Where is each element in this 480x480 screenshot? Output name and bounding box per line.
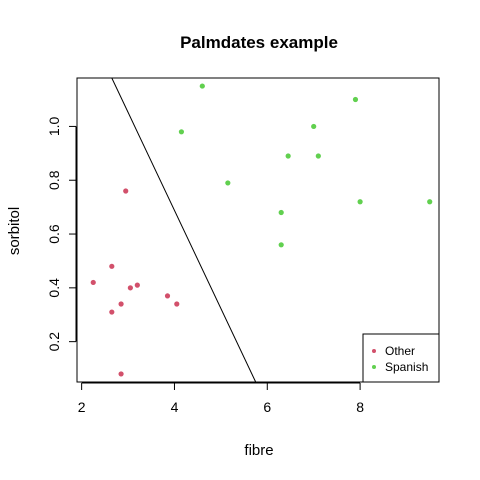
x-tick-label: 4 [171,399,179,415]
data-point-other [118,371,124,377]
legend-box [362,333,440,383]
plot-frame [76,77,440,383]
data-point-spanish [225,180,231,186]
data-point-spanish [311,123,317,130]
y-axis-label: sorbitol [6,207,23,255]
data-point-spanish [352,96,359,103]
y-tick-label: 0.8 [46,170,62,190]
legend: Other Spanish [362,333,440,383]
data-point-other [109,309,115,315]
data-point-spanish [199,83,205,89]
x-axis-label: fibre [244,442,273,459]
data-point-other [134,282,140,288]
y-tick-label: 0.2 [46,332,62,352]
data-point-spanish [427,199,433,205]
data-point-spanish [285,153,291,159]
data-point-spanish [178,129,185,135]
data-point-other [123,188,129,194]
y-axis: 0.2 0.4 0.6 0.8 1.0 [46,116,77,352]
plot-area [76,77,440,383]
y-tick-label: 0.4 [46,278,62,298]
data-point-other [90,279,96,286]
data-point-spanish [278,209,284,216]
y-tick-label: 0.6 [46,224,62,244]
y-tick-label: 1.0 [46,116,62,136]
x-tick-label: 2 [78,399,86,415]
decision-boundary-line [111,78,257,382]
x-axis: 2 4 6 8 [78,382,364,415]
legend-label-spanish: Spanish [385,360,428,374]
legend-marker-other [372,349,376,353]
data-point-spanish [315,153,321,159]
x-tick-label: 6 [263,399,271,415]
data-point-other [127,285,133,291]
legend-label-other: Other [385,344,415,358]
legend-marker-spanish [372,365,376,369]
x-tick-label: 8 [356,399,364,415]
data-point-spanish [278,242,284,248]
chart-title: Palmdates example [180,33,338,52]
data-point-spanish [357,199,363,205]
data-point-other [109,263,115,269]
data-points [90,83,433,377]
data-point-other [164,293,171,299]
data-point-other [118,301,124,307]
data-point-other [174,301,180,307]
